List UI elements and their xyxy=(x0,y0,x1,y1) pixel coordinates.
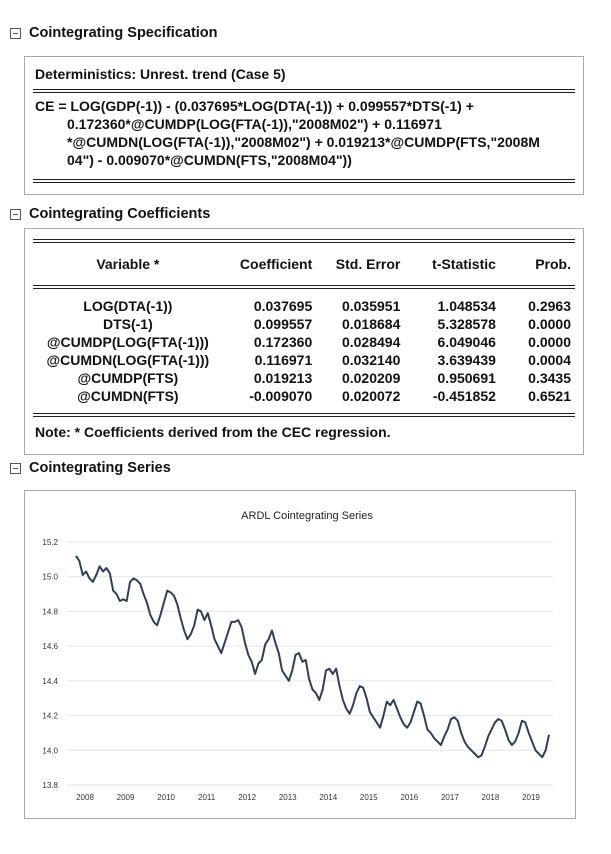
table-cell: 0.020072 xyxy=(341,388,401,404)
table-cell: 3.639439 xyxy=(437,352,496,368)
table-cell: 0.019213 xyxy=(253,370,313,386)
spec-panel: Deterministics: Unrest. trend (Case 5) C… xyxy=(24,56,584,195)
table-cell: LOG(DTA(-1)) xyxy=(83,298,173,314)
x-tick-label: 2009 xyxy=(117,793,135,802)
table-cell: 0.2963 xyxy=(528,298,571,314)
x-tick-label: 2015 xyxy=(360,793,378,802)
table-cell: 6.049046 xyxy=(437,334,496,350)
y-tick-label: 15.0 xyxy=(42,573,58,582)
x-tick-label: 2008 xyxy=(76,793,94,802)
table-cell: 0.172360 xyxy=(253,334,313,350)
y-tick-label: 14.0 xyxy=(42,746,58,755)
section-title: Cointegrating Series xyxy=(29,460,171,476)
table-cell: @CUMDP(LOG(FTA(-1))) xyxy=(46,334,209,350)
x-tick-label: 2013 xyxy=(279,793,297,802)
table-cell: 1.048534 xyxy=(437,298,496,314)
table-cell: 0.018684 xyxy=(341,316,401,332)
section-header[interactable]: Cointegrating Series xyxy=(10,460,171,476)
table-note: Note: * Coefficients derived from the CE… xyxy=(35,424,391,440)
table-cell: @CUMDN(LOG(FTA(-1))) xyxy=(46,352,210,368)
x-tick-label: 2010 xyxy=(157,793,175,802)
table-row: @CUMDP(FTS) 0.019213 0.020209 0.950691 0.343… xyxy=(33,369,575,387)
ce-line: 0.172360*@CUMDP(LOG(FTA(-1)),"2008M02") … xyxy=(67,116,442,132)
section-header[interactable]: Cointegrating Coefficients xyxy=(10,206,210,222)
table-cell: DTS(-1) xyxy=(102,316,153,332)
series-line xyxy=(75,555,550,759)
table-cell: 0.0004 xyxy=(528,352,571,368)
column-header: Std. Error xyxy=(335,256,401,272)
section-header[interactable]: Cointegrating Specification xyxy=(10,25,218,41)
table-cell: 0.035951 xyxy=(341,298,401,314)
table-cell: 0.0000 xyxy=(528,334,571,350)
table-cell: 5.328578 xyxy=(437,316,496,332)
chart: ARDL Cointegrating Series 13.8 14.0 14.2 14… xyxy=(42,510,553,802)
table-cell: 0.6521 xyxy=(528,388,571,404)
table-cell: 0.032140 xyxy=(341,352,401,368)
section-title: Cointegrating Specification xyxy=(29,25,218,41)
table-row: @CUMDN(LOG(FTA(-1))) 0.116971 0.032140 3.63… xyxy=(33,351,575,369)
table-cell: 0.037695 xyxy=(253,298,313,314)
ce-line: CE = LOG(GDP(-1)) - (0.037695*LOG(DTA(-1… xyxy=(35,98,474,114)
x-tick-label: 2012 xyxy=(238,793,256,802)
deterministics: Deterministics: Unrest. trend (Case 5) xyxy=(35,66,286,82)
table-cell: -0.451852 xyxy=(432,388,496,404)
table-cell: 0.3435 xyxy=(528,370,571,386)
x-tick-label: 2018 xyxy=(482,793,500,802)
column-header: Prob. xyxy=(535,256,571,272)
y-tick-label: 14.6 xyxy=(42,642,58,651)
table-cell: 0.099557 xyxy=(253,316,313,332)
table-cell: @CUMDN(FTS) xyxy=(77,388,179,404)
table-panel: Variable * Coefficient Std. Error t-Statist… xyxy=(24,228,584,455)
coef-table: Variable * Coefficient Std. Error t-Statist… xyxy=(33,243,575,285)
table-cell: 0.950691 xyxy=(437,370,496,386)
y-tick-label: 15.2 xyxy=(42,538,58,547)
y-tick-label: 14.8 xyxy=(42,607,58,616)
section-title: Cointegrating Coefficients xyxy=(29,206,211,222)
table-row: DTS(-1) 0.099557 0.018684 5.328578 0.0000 xyxy=(33,315,575,333)
column-header: Variable * xyxy=(96,256,160,272)
table-cell: 0.0000 xyxy=(528,316,571,332)
table-cell: -0.009070 xyxy=(249,388,313,404)
table-row: LOG(DTA(-1)) 0.037695 0.035951 1.048534 0.29… xyxy=(33,297,575,315)
table-cell: @CUMDP(FTS) xyxy=(77,370,179,386)
x-tick-label: 2016 xyxy=(400,793,418,802)
chart-title: ARDL Cointegrating Series xyxy=(241,510,373,522)
table-row: @CUMDP(LOG(FTA(-1))) 0.172360 0.028494 6.04… xyxy=(33,333,575,351)
y-tick-label: 14.2 xyxy=(42,712,58,721)
ce-line: 04") - 0.009070*@CUMDN(FTS,"2008M04")) xyxy=(67,152,352,168)
x-tick-label: 2019 xyxy=(522,793,540,802)
column-header: t-Statistic xyxy=(432,256,496,272)
x-tick-label: 2011 xyxy=(198,793,216,802)
column-header: Coefficient xyxy=(239,256,313,272)
ce-line: *@CUMDN(LOG(FTA(-1)),"2008M02") + 0.0192… xyxy=(67,134,540,150)
x-tick-label: 2014 xyxy=(319,793,337,802)
y-tick-label: 13.8 xyxy=(42,781,58,790)
table-cell: 0.028494 xyxy=(341,334,401,350)
table-cell: 0.020209 xyxy=(341,370,401,386)
table-cell: 0.116971 xyxy=(254,352,313,368)
y-tick-label: 14.4 xyxy=(42,677,58,686)
table-row: @CUMDN(FTS) -0.009070 0.020072 -0.451852 0.6… xyxy=(33,387,575,405)
chart-panel: ARDL Cointegrating Series 13.8 14.0 14.2 14… xyxy=(24,490,576,819)
x-tick-label: 2017 xyxy=(441,793,459,802)
